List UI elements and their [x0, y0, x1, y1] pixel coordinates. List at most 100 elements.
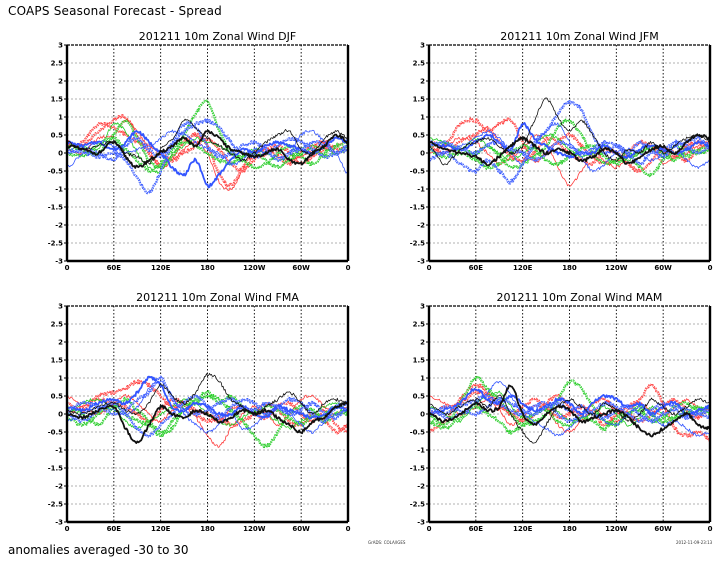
y-tick-label: -2 — [417, 222, 425, 230]
x-tick-label: 60W — [292, 264, 310, 272]
panel-title: 201211 10m Zonal Wind FMA — [136, 291, 299, 304]
x-tick-label: 60E — [107, 525, 122, 533]
y-tick-label: 0.5 — [413, 132, 426, 140]
y-tick-label: -1 — [417, 186, 425, 194]
x-tick-label: 120E — [513, 264, 533, 272]
main-title: COAPS Seasonal Forecast - Spread — [8, 4, 222, 18]
series-marker-red-3 — [429, 390, 710, 423]
x-tick-label: 0 — [708, 525, 713, 533]
y-tick-label: -2.5 — [48, 240, 63, 248]
series-line-black-1 — [429, 97, 710, 166]
y-tick-label: -3 — [55, 258, 63, 266]
series-marker-green-1 — [67, 100, 348, 170]
y-tick-label: 0 — [58, 150, 63, 158]
y-tick-label: -3 — [417, 258, 425, 266]
y-tick-label: 3 — [58, 303, 63, 311]
timestamp: 2012-11-09-23:13 — [676, 540, 713, 545]
x-tick-label: 60E — [469, 525, 484, 533]
y-tick-label: 2 — [420, 78, 425, 86]
series-line-blue-2 — [67, 375, 348, 420]
y-tick-label: 1 — [58, 114, 63, 122]
x-tick-label: 0 — [346, 264, 351, 272]
y-tick-label: -1 — [55, 186, 63, 194]
x-tick-label: 0 — [708, 264, 713, 272]
y-tick-label: 1.5 — [413, 357, 426, 365]
footer-note: anomalies averaged -30 to 30 — [8, 543, 189, 557]
x-tick-label: 180 — [200, 264, 215, 272]
x-tick-label: 0 — [427, 525, 432, 533]
y-tick-label: -1 — [417, 447, 425, 455]
y-tick-label: 0.5 — [51, 393, 64, 401]
y-tick-label: 0.5 — [51, 132, 64, 140]
x-tick-label: 180 — [562, 264, 577, 272]
y-tick-label: 2 — [58, 339, 63, 347]
y-tick-label: -1 — [55, 447, 63, 455]
series-line-black-1 — [67, 118, 348, 165]
series-marker-green-3 — [429, 144, 710, 170]
x-tick-label: 120W — [243, 264, 266, 272]
y-tick-label: 1 — [420, 375, 425, 383]
y-tick-label: -2 — [55, 222, 63, 230]
y-tick-label: 1.5 — [413, 96, 426, 104]
series-marker-blue-4 — [67, 375, 348, 420]
y-tick-label: -1.5 — [48, 465, 63, 473]
y-tick-label: 2.5 — [413, 321, 426, 329]
x-tick-label: 60W — [654, 264, 672, 272]
y-tick-label: 2.5 — [51, 60, 64, 68]
y-tick-label: 0.5 — [413, 393, 426, 401]
series-group — [429, 375, 710, 444]
y-tick-label: -0.5 — [48, 429, 63, 437]
series-marker-blue-1 — [429, 100, 710, 184]
panel-title: 201211 10m Zonal Wind DJF — [139, 30, 296, 43]
y-tick-label: -2.5 — [410, 240, 425, 248]
x-tick-label: 120E — [151, 264, 171, 272]
series-marker-red-3 — [67, 398, 348, 434]
series-line-black-2 — [67, 129, 348, 169]
series-line-black-1 — [67, 373, 348, 416]
series-marker-green-3 — [429, 404, 710, 435]
series-group — [429, 97, 710, 187]
x-tick-label: 120W — [605, 264, 628, 272]
y-tick-label: 1.5 — [51, 357, 64, 365]
y-tick-label: -0.5 — [48, 168, 63, 176]
y-tick-label: -3 — [417, 519, 425, 527]
x-tick-label: 60E — [469, 264, 484, 272]
y-tick-label: -3 — [55, 519, 63, 527]
series-line-black-1 — [429, 394, 710, 444]
y-tick-label: 3 — [58, 42, 63, 50]
x-tick-label: 60W — [654, 525, 672, 533]
series-line-black-2 — [67, 402, 348, 444]
panel-fma: 201211 10m Zonal Wind FMA -3 -2.5 -2 -1.5 -1 -… — [48, 291, 351, 533]
series-marker-blue-4 — [429, 136, 710, 162]
panel-jfm: 201211 10m Zonal Wind JFM -3 -2.5 -2 -1.5 -1 -… — [410, 30, 713, 272]
x-tick-label: 120E — [151, 525, 171, 533]
x-tick-label: 120W — [605, 525, 628, 533]
x-tick-label: 60E — [107, 264, 122, 272]
panel-title: 201211 10m Zonal Wind MAM — [497, 291, 663, 304]
x-tick-label: 0 — [346, 525, 351, 533]
y-tick-label: -2.5 — [48, 501, 63, 509]
y-tick-label: -1.5 — [410, 204, 425, 212]
y-tick-label: -1.5 — [410, 465, 425, 473]
series-group — [67, 373, 348, 449]
y-tick-label: -2 — [417, 483, 425, 491]
y-tick-label: 0 — [58, 411, 63, 419]
x-tick-label: 0 — [427, 264, 432, 272]
software-credit: GrADS: COLA/IGES — [368, 540, 406, 545]
series-line-black-2 — [429, 384, 710, 438]
y-tick-label: 1 — [58, 375, 63, 383]
y-tick-label: 2 — [58, 78, 63, 86]
series-group — [67, 99, 348, 195]
series-line-red-2 — [67, 394, 348, 448]
series-line-blue-3 — [67, 380, 348, 434]
series-marker-red-1 — [67, 114, 348, 187]
series-marker-blue-1 — [429, 394, 710, 424]
y-tick-label: 1 — [420, 114, 425, 122]
x-tick-label: 0 — [65, 525, 70, 533]
series-marker-blue-1 — [67, 119, 348, 194]
x-tick-label: 180 — [562, 525, 577, 533]
series-line-blue-3 — [429, 381, 710, 437]
panel-djf: 201211 10m Zonal Wind DJF -3 -2.5 -2 -1.5 -1 -… — [48, 30, 351, 272]
x-tick-label: 120E — [513, 525, 533, 533]
